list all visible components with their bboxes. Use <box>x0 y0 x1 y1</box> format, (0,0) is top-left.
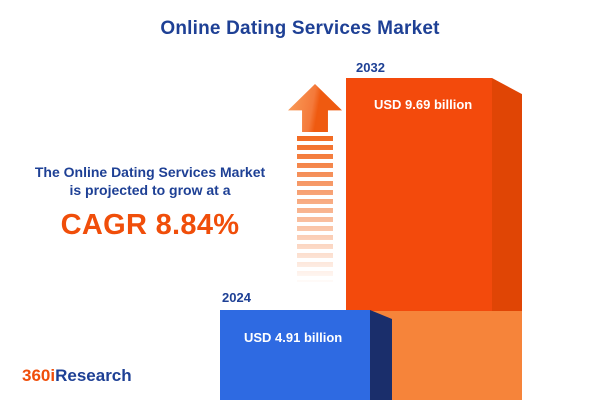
bar-2024-year-label: 2024 <box>222 290 251 305</box>
growth-arrow-fade <box>295 136 335 286</box>
growth-arrow-icon <box>288 84 342 132</box>
bar-2024-side <box>370 310 392 400</box>
cagr-value: CAGR 8.84% <box>60 209 240 242</box>
description-block: The Online Dating Services Market is pro… <box>10 163 290 242</box>
brand-logo-research: Research <box>55 366 132 385</box>
bar-2024-front <box>220 310 370 400</box>
description-line-2: is projected to grow at a <box>69 182 231 199</box>
bar-2032-value-label: USD 9.69 billion <box>374 97 473 112</box>
brand-logo: 360iResearch <box>22 366 132 386</box>
page-title: Online Dating Services Market <box>160 18 440 39</box>
bar-2024-value-label: USD 4.91 billion <box>244 330 343 345</box>
bar-2032-year-label: 2032 <box>356 60 385 75</box>
description-line-1: The Online Dating Services Market <box>34 164 266 180</box>
brand-logo-360i: 360i <box>22 366 56 385</box>
